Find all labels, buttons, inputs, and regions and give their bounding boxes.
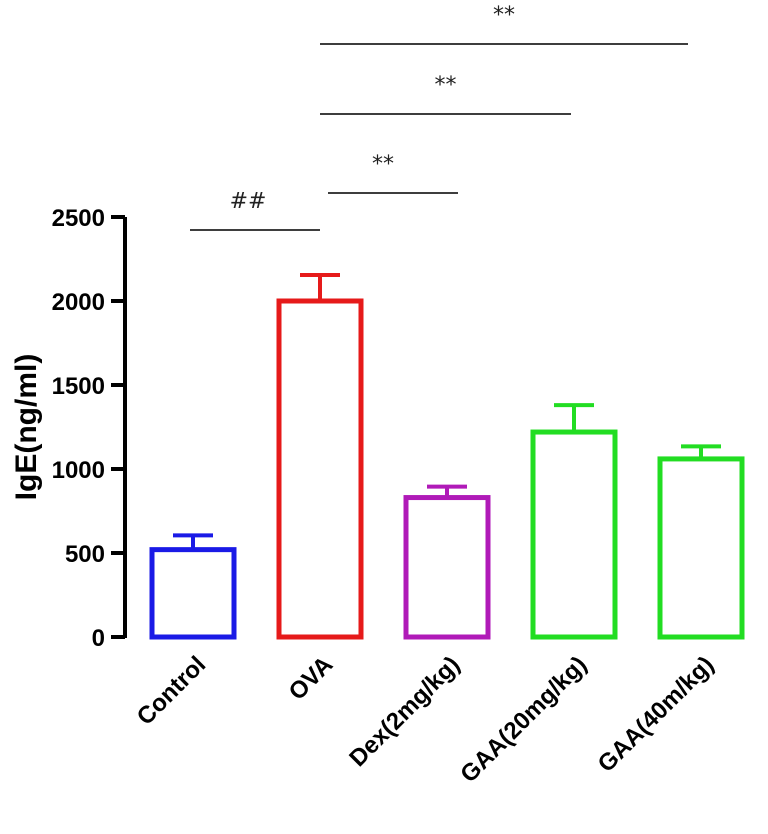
bar-group-2: [276, 272, 364, 640]
bar: [530, 429, 618, 640]
significance-label: ##: [230, 189, 267, 214]
significance-label: **: [372, 152, 394, 177]
y-axis-title: IgE(ng/ml): [10, 354, 43, 501]
bar-group-4: [530, 403, 618, 640]
bar: [657, 456, 745, 640]
significance-label: **: [435, 73, 457, 98]
y-tick-label: 2000: [52, 289, 105, 316]
x-axis-labels: Control OVA Dex(2mg/kg)GAA(20mg/kg) GAA(40m…: [132, 651, 719, 788]
bar: [403, 495, 491, 640]
x-tick-label: OVA: [284, 651, 339, 706]
bars: [149, 272, 745, 640]
x-tick-label: Dex(2mg/kg): [344, 651, 465, 772]
y-tick-label: 0: [92, 625, 105, 652]
bar: [276, 298, 364, 640]
significance-annotations: ## ** ** **: [190, 3, 688, 231]
y-tick-label: 2500: [52, 205, 105, 232]
bar-group-3: [403, 484, 491, 640]
x-tick-label: GAA(20mg/kg): [455, 651, 592, 788]
y-tick-label: 500: [65, 541, 105, 568]
bar-group-1: [149, 533, 237, 640]
y-tick-label: 1500: [52, 373, 105, 400]
bar-group-5: [657, 444, 745, 640]
x-tick-label: GAA(40m/kg): [593, 651, 720, 778]
significance-label: **: [493, 3, 515, 28]
x-tick-label: Control: [132, 651, 211, 730]
bar: [149, 547, 237, 640]
y-axis: 0 500 1000 1500 2000 2500: [52, 205, 127, 652]
y-tick-label: 1000: [52, 457, 105, 484]
